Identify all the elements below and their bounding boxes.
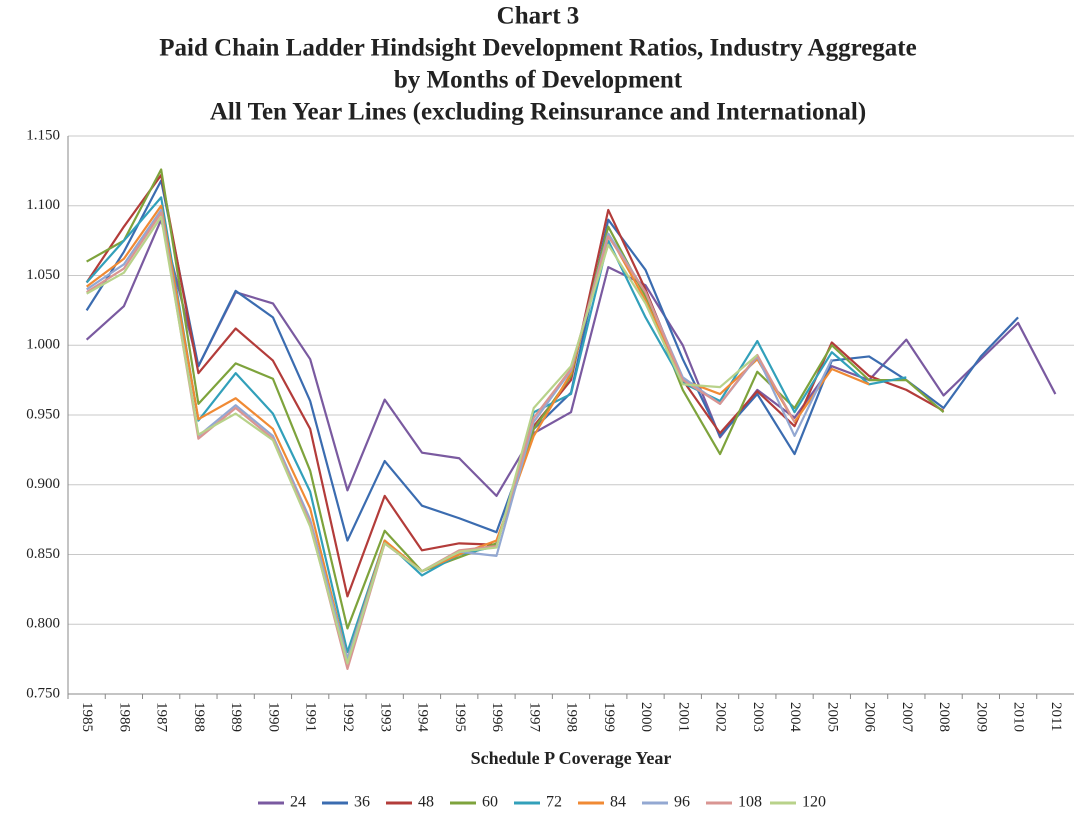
y-tick-label: 0.800 <box>26 616 60 632</box>
y-tick-label: 0.750 <box>26 685 60 701</box>
legend-label: 84 <box>610 794 626 811</box>
series-line <box>85 218 1057 498</box>
y-tick-label: 0.900 <box>26 476 60 492</box>
x-tick-label: 1998 <box>564 702 580 732</box>
chart-title: by Months of Development <box>394 67 683 94</box>
x-tick-label: 1996 <box>489 702 505 733</box>
x-tick-label: 1993 <box>377 702 393 732</box>
series-line <box>86 215 759 665</box>
x-tick-label: 2005 <box>824 702 840 732</box>
y-tick-label: 0.950 <box>26 406 60 422</box>
y-tick-label: 1.150 <box>26 127 60 143</box>
x-tick-label: 1991 <box>303 702 319 732</box>
x-axis-title: Schedule P Coverage Year <box>471 748 672 768</box>
x-tick-label: 1997 <box>526 702 542 733</box>
x-tick-label: 1986 <box>116 702 132 733</box>
legend-label: 48 <box>418 794 434 811</box>
x-tick-label: 1989 <box>228 702 244 732</box>
x-tick-label: 2002 <box>713 702 729 732</box>
x-tick-label: 1985 <box>79 702 95 732</box>
chart-title: Paid Chain Ladder Hindsight Development … <box>159 35 916 62</box>
x-tick-label: 2004 <box>787 702 803 733</box>
x-tick-label: 2006 <box>862 702 878 733</box>
y-tick-label: 1.000 <box>26 337 60 353</box>
series-line <box>85 196 907 654</box>
x-tick-label: 1994 <box>415 702 431 733</box>
x-tick-label: 1990 <box>265 702 281 732</box>
x-tick-label: 2009 <box>973 702 989 732</box>
legend-label: 96 <box>674 794 690 811</box>
x-tick-label: 2008 <box>936 702 952 732</box>
x-tick-label: 2010 <box>1011 702 1027 732</box>
legend-label: 120 <box>802 794 826 811</box>
x-tick-label: 1987 <box>154 702 170 733</box>
legend-label: 60 <box>482 794 498 811</box>
y-tick-label: 1.050 <box>26 267 60 283</box>
x-tick-label: 2003 <box>750 702 766 732</box>
chart-title: Chart 3 <box>497 3 580 30</box>
x-tick-label: 1992 <box>340 702 356 732</box>
series-line <box>86 211 796 670</box>
legend-label: 24 <box>290 794 306 811</box>
legend-label: 108 <box>738 794 762 811</box>
series-line <box>85 179 1019 542</box>
x-tick-label: 1999 <box>601 702 617 732</box>
x-tick-label: 1995 <box>452 702 468 732</box>
y-tick-label: 0.850 <box>26 546 60 562</box>
x-tick-label: 2000 <box>638 702 654 732</box>
x-tick-label: 2007 <box>899 702 915 733</box>
legend-label: 36 <box>354 794 370 811</box>
x-tick-label: 2011 <box>1048 702 1064 731</box>
x-tick-label: 1988 <box>191 702 207 732</box>
chart-title: All Ten Year Lines (excluding Reinsuranc… <box>210 99 866 126</box>
legend-label: 72 <box>546 794 562 811</box>
y-tick-label: 1.100 <box>26 197 60 213</box>
x-tick-label: 2001 <box>675 702 691 732</box>
